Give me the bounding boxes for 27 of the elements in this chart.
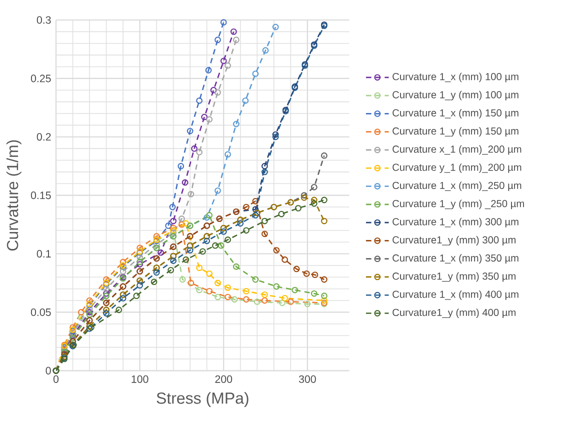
- legend-label: Curvature 1_x (mm) 400 µm: [392, 290, 518, 300]
- legend-label: Curvature 1_y (mm) _250 µm: [392, 200, 524, 210]
- y-tick-label: 0.05: [30, 308, 51, 316]
- x-tick-label: 100: [132, 375, 148, 383]
- y-tick-label: 0.3: [36, 16, 51, 24]
- legend-label: Curvature1_y (mm) 350 µm: [392, 272, 516, 282]
- legend-label: Curvature 1_x (mm) 300 µm: [392, 218, 518, 228]
- legend-label: Curvature 1_x (mm) 150 µm: [392, 109, 518, 118]
- y-tick-label: 0: [46, 366, 51, 374]
- legend-label: Curvature y_1 (mm)_200 µm: [392, 163, 522, 173]
- x-tick-label: 0: [53, 375, 59, 383]
- x-tick-label: 200: [215, 375, 232, 383]
- legend-label: Curvature 1_y (mm) 100 µm: [392, 90, 518, 100]
- legend-label: Curvature1_y (mm) 300 µm: [392, 236, 516, 246]
- x-tick-label: 300: [298, 375, 316, 383]
- legend-label: Curvature x_1 (mm)_200 µm: [392, 145, 522, 155]
- legend-label: Curvature 1_x (mm)_250 µm: [392, 182, 522, 192]
- legend-label: Curvature 1_y (mm) 150 µm: [392, 127, 518, 137]
- y-tick-label: 0.1: [36, 250, 51, 258]
- legend-label: Curvature1_y (mm) 400 µm: [392, 308, 516, 318]
- y-axis-title: Curvature (1/m): [6, 140, 22, 251]
- x-axis-title: Stress (MPa): [156, 392, 248, 407]
- legend-label: Curvature 1_x (mm) 100 µm: [392, 72, 518, 82]
- legend-label: Curvature 1_x (mm) 350 µm: [392, 254, 518, 264]
- y-tick-label: 0.15: [30, 192, 51, 200]
- y-tick-label: 0.2: [36, 133, 51, 141]
- y-tick-label: 0.25: [30, 74, 51, 82]
